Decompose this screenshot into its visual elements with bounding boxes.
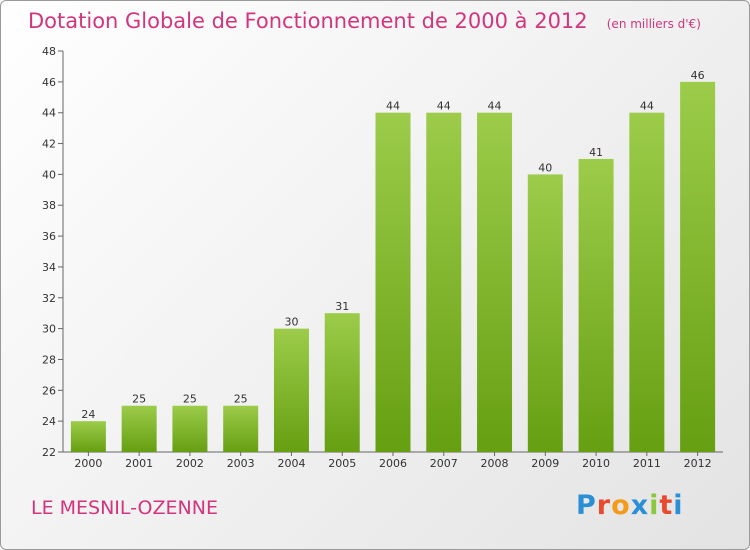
brand-letter: i: [673, 490, 684, 521]
x-tick-label: 2012: [684, 457, 712, 470]
x-tick-label: 2010: [582, 457, 610, 470]
y-tick-label: 48: [42, 45, 56, 58]
bar-value-label: 44: [386, 100, 400, 113]
bar: [477, 112, 513, 452]
x-tick-label: 2001: [125, 457, 153, 470]
chart-unit-label: (en milliers d'€): [606, 17, 701, 31]
bar: [375, 112, 411, 452]
bar-value-label: 40: [538, 161, 552, 174]
bar: [273, 328, 309, 452]
bar: [426, 112, 462, 452]
bar-value-label: 44: [640, 100, 654, 113]
x-tick-label: 2002: [176, 457, 204, 470]
y-tick-label: 30: [42, 323, 56, 336]
brand-letter: o: [611, 490, 631, 521]
bar-value-label: 41: [589, 146, 603, 159]
x-tick-label: 2011: [633, 457, 661, 470]
bar-value-label: 44: [488, 100, 502, 113]
y-tick-label: 22: [42, 446, 56, 459]
bar-value-label: 24: [81, 408, 95, 421]
brand-letter: r: [596, 490, 612, 521]
y-tick-label: 38: [42, 199, 56, 212]
y-tick-label: 32: [42, 292, 56, 305]
bar: [172, 405, 208, 452]
brand-letter: P: [576, 490, 597, 521]
bar-value-label: 30: [284, 316, 298, 329]
y-tick-label: 44: [42, 107, 56, 120]
bar: [629, 112, 665, 452]
x-tick-label: 2004: [277, 457, 305, 470]
chart-title: Dotation Globale de Fonctionnement de 20…: [28, 9, 588, 33]
x-tick-label: 2000: [74, 457, 102, 470]
brand-letter: x: [630, 490, 650, 521]
bar: [527, 174, 563, 452]
y-tick-label: 36: [42, 230, 56, 243]
bar: [324, 313, 360, 452]
y-tick-label: 26: [42, 384, 56, 397]
bar: [70, 421, 106, 452]
bar-value-label: 25: [183, 393, 197, 406]
bar-value-label: 46: [691, 69, 705, 82]
y-tick-label: 40: [42, 168, 56, 181]
x-tick-label: 2003: [227, 457, 255, 470]
brand-letter: t: [659, 490, 674, 521]
y-tick-label: 28: [42, 353, 56, 366]
bar: [121, 405, 157, 452]
x-tick-label: 2005: [328, 457, 356, 470]
brand-letter: i: [649, 490, 660, 521]
bar-value-label: 25: [132, 393, 146, 406]
x-tick-label: 2008: [481, 457, 509, 470]
bar-value-label: 25: [234, 393, 248, 406]
title-row: Dotation Globale de Fonctionnement de 20…: [28, 9, 701, 33]
y-tick-label: 24: [42, 415, 56, 428]
y-tick-label: 42: [42, 138, 56, 151]
y-tick-label: 34: [42, 261, 56, 274]
bar-value-label: 31: [335, 300, 349, 313]
bar: [680, 81, 716, 452]
bar: [578, 158, 614, 452]
x-tick-label: 2009: [531, 457, 559, 470]
y-tick-label: 46: [42, 76, 56, 89]
x-tick-label: 2007: [430, 457, 458, 470]
commune-name: LE MESNIL-OZENNE: [31, 497, 218, 519]
bar-value-label: 44: [437, 100, 451, 113]
brand-logo: Proxiti: [576, 490, 684, 521]
bar: [223, 405, 259, 452]
x-tick-label: 2006: [379, 457, 407, 470]
